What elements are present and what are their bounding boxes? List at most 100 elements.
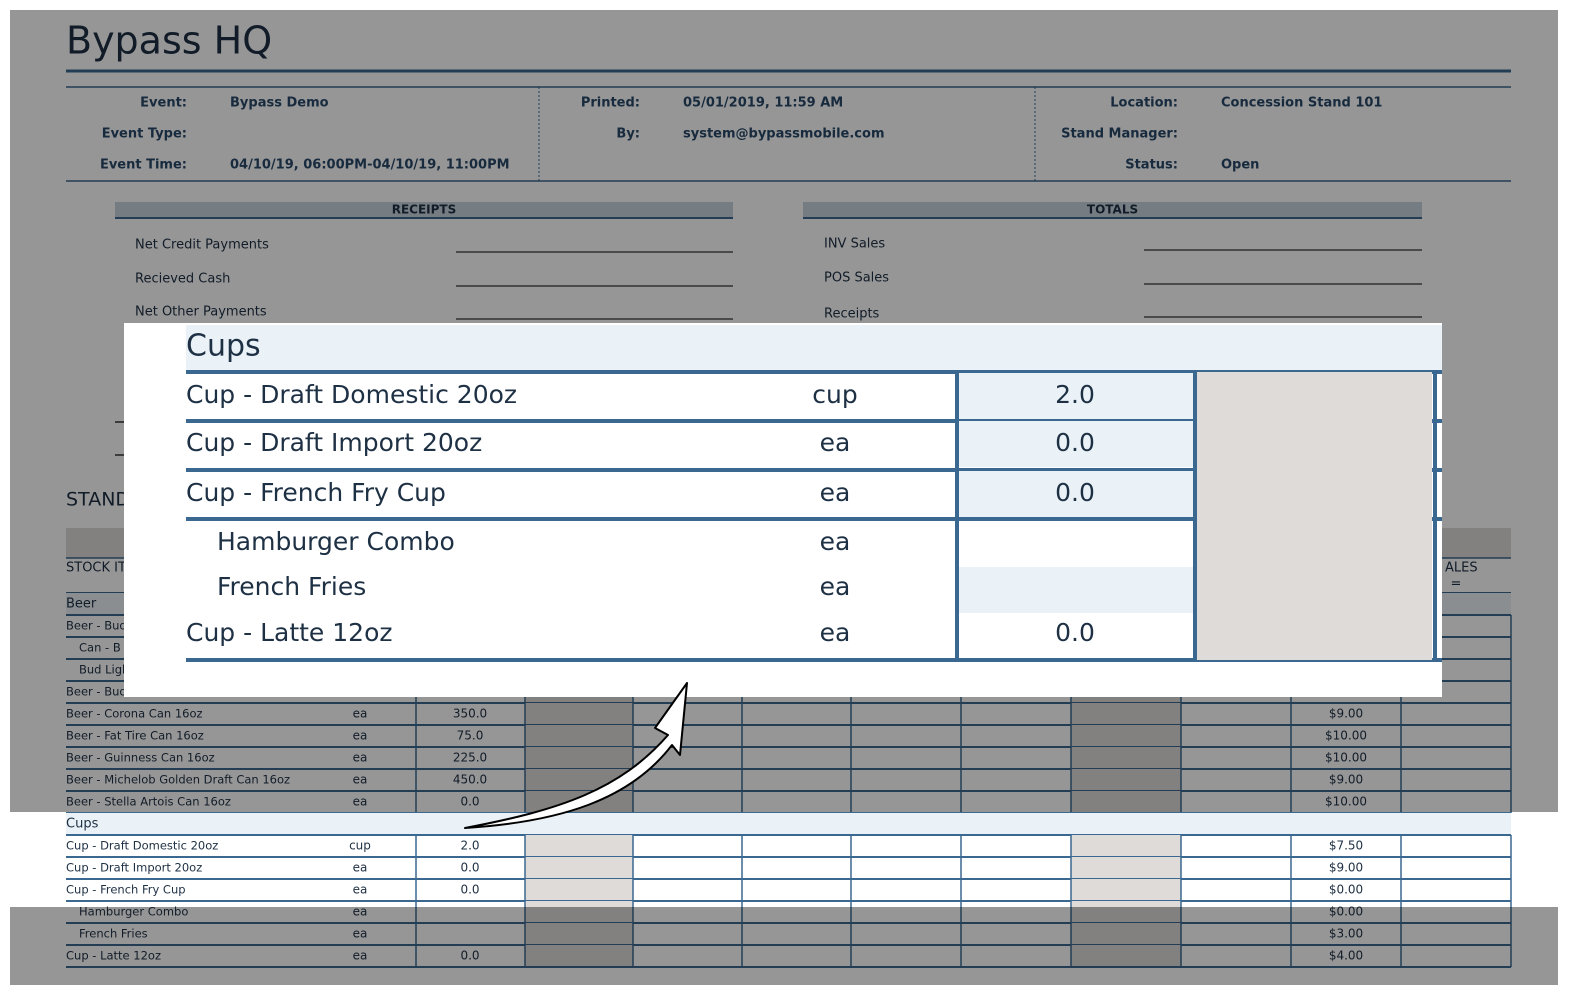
zoom-item-unit: ea — [820, 572, 851, 601]
item-name: Bud Ligh — [79, 663, 129, 677]
cell-shade — [525, 857, 633, 879]
item-name: Beer - Guinness Can 16oz — [66, 751, 215, 765]
zoom-qty-shade — [957, 471, 1195, 517]
item-price: $7.50 — [1329, 839, 1363, 853]
cell-shade — [525, 725, 633, 747]
item-price: $0.00 — [1329, 905, 1363, 919]
item-name: Beer - Fat Tire Can 16oz — [66, 729, 204, 743]
item-name: Beer - Bud — [66, 619, 127, 633]
info-label: Location: — [1110, 96, 1178, 111]
item-unit: ea — [353, 751, 368, 765]
column-header: = — [1451, 577, 1462, 592]
zoom-item-name: Cup - French Fry Cup — [186, 478, 446, 507]
item-name: Beer - Stella Artois Can 16oz — [66, 795, 231, 809]
zoom-item-qty: 0.0 — [1055, 428, 1095, 457]
info-label: Printed: — [581, 96, 640, 111]
zoom-item-qty: 2.0 — [1055, 380, 1095, 409]
cell-shade — [525, 879, 633, 901]
item-price: $10.00 — [1325, 729, 1367, 743]
zoom-item-unit: ea — [820, 618, 851, 647]
info-value: 05/01/2019, 11:59 AM — [683, 96, 843, 111]
info-value: 04/10/19, 06:00PM-04/10/19, 11:00PM — [230, 158, 510, 173]
item-qty: 350.0 — [453, 707, 487, 721]
group-row — [66, 813, 1511, 835]
item-unit: ea — [353, 861, 368, 875]
zoom-group-name: Cups — [186, 329, 261, 364]
item-unit: ea — [353, 795, 368, 809]
zoom-item-unit: cup — [812, 380, 857, 409]
dim-overlay — [10, 907, 1558, 985]
section-bar — [803, 202, 1422, 218]
cell-shade — [1071, 747, 1181, 769]
cell-shade — [1071, 945, 1181, 967]
info-label: Event Type: — [102, 127, 187, 142]
cell-shade — [1071, 703, 1181, 725]
zoom-item-name: Cup - Draft Domestic 20oz — [186, 380, 517, 409]
item-unit: ea — [353, 773, 368, 787]
item-unit: ea — [353, 707, 368, 721]
cell-shade — [525, 835, 633, 857]
item-price: $10.00 — [1325, 751, 1367, 765]
field-label: Recieved Cash — [135, 272, 230, 287]
item-qty: 0.0 — [460, 883, 479, 897]
item-name: French Fries — [79, 927, 148, 941]
zoom-shade — [1197, 372, 1432, 660]
item-price: $3.00 — [1329, 927, 1363, 941]
info-label: By: — [616, 127, 640, 142]
field-label: Receipts — [824, 307, 880, 322]
item-name: Beer - Michelob Golden Draft Can 16oz — [66, 773, 290, 787]
field-label: POS Sales — [824, 271, 889, 286]
info-value: Open — [1221, 158, 1259, 173]
section-bar-title: RECEIPTS — [392, 203, 457, 217]
info-label: Event Time: — [100, 158, 187, 173]
cell-shade — [1071, 923, 1181, 945]
zoom-qty-shade — [957, 421, 1195, 467]
info-value: system@bypassmobile.com — [683, 127, 885, 142]
item-qty: 0.0 — [460, 861, 479, 875]
zoom-qty-shade — [957, 373, 1195, 419]
cell-shade — [1071, 901, 1181, 923]
item-name: Cup - Latte 12oz — [66, 949, 161, 963]
cell-shade — [525, 703, 633, 725]
info-label: Event: — [140, 96, 187, 111]
item-qty: 2.0 — [460, 839, 479, 853]
item-unit: ea — [353, 905, 368, 919]
column-header: ALES — [1445, 561, 1478, 576]
item-name: Cup - French Fry Cup — [66, 883, 186, 897]
column-header: STOCK IT — [66, 561, 126, 576]
item-name: Cup - Draft Domestic 20oz — [66, 839, 218, 853]
item-price: $0.00 — [1329, 883, 1363, 897]
item-qty: 225.0 — [453, 751, 487, 765]
item-name: Beer - Bud — [66, 685, 127, 699]
field-label: Net Credit Payments — [135, 238, 269, 253]
item-unit: ea — [353, 883, 368, 897]
zoom-item-name: French Fries — [217, 572, 366, 601]
item-price: $10.00 — [1325, 795, 1367, 809]
cell-shade — [525, 923, 633, 945]
item-name: Hamburger Combo — [79, 905, 188, 919]
item-name: Beer - Corona Can 16oz — [66, 707, 203, 721]
info-value: Concession Stand 101 — [1221, 96, 1382, 111]
item-price: $9.00 — [1329, 773, 1363, 787]
item-price: $9.00 — [1329, 861, 1363, 875]
info-label: Stand Manager: — [1061, 127, 1178, 142]
zoom-item-name: Hamburger Combo — [217, 527, 455, 556]
field-label: Net Other Payments — [135, 305, 267, 320]
item-unit: ea — [353, 927, 368, 941]
item-qty: 75.0 — [457, 729, 484, 743]
cell-shade — [1071, 725, 1181, 747]
zoom-header — [186, 325, 1442, 372]
item-price: $9.00 — [1329, 707, 1363, 721]
section-bar — [115, 202, 733, 218]
field-label: INV Sales — [824, 237, 885, 252]
zoom-item-name: Cup - Latte 12oz — [186, 618, 393, 647]
zoom-item-unit: ea — [820, 428, 851, 457]
cell-shade — [1071, 791, 1181, 813]
cell-shade — [1071, 879, 1181, 901]
item-unit: ea — [353, 949, 368, 963]
item-name: Cup - Draft Import 20oz — [66, 861, 202, 875]
cell-shade — [525, 901, 633, 923]
zoom-arrow — [464, 682, 688, 829]
info-label: Status: — [1125, 158, 1178, 173]
